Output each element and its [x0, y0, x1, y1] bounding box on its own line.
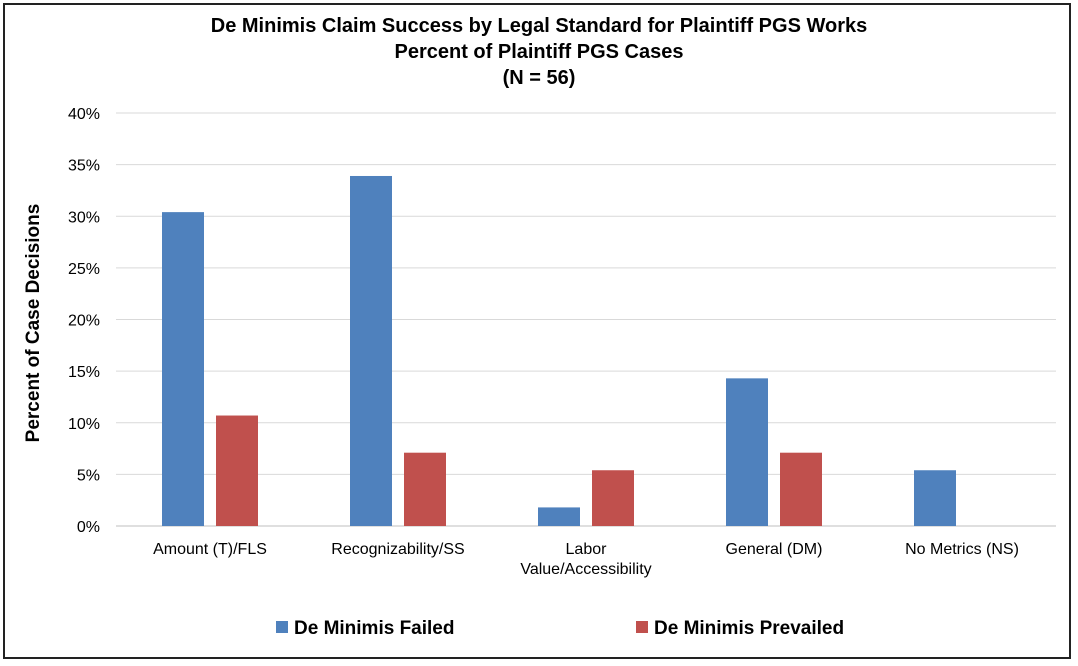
chart-title: De Minimis Claim Success by Legal Standa…	[210, 15, 868, 37]
legend-swatch	[636, 621, 648, 633]
y-tick-label: 10%	[68, 416, 100, 433]
y-tick-label: 30%	[68, 209, 100, 226]
gridlines	[116, 112, 1056, 527]
y-axis-label: Percent of Case Decisions	[23, 204, 44, 443]
x-tick-labels: Amount (T)/FLS Recognizability/SS Labor Val…	[153, 541, 1019, 578]
x-tick-label: No Metrics (NS)	[905, 541, 1019, 558]
legend-swatch	[276, 621, 288, 633]
bars	[162, 175, 956, 527]
bar-failed	[350, 175, 392, 527]
y-tick-label: 5%	[77, 467, 100, 484]
y-tick-label: 40%	[68, 106, 100, 123]
bar-failed	[538, 507, 580, 526]
chart-subtitle: Percent of Plaintiff PGS Cases	[394, 41, 684, 63]
y-tick-label: 0%	[77, 519, 100, 536]
bar-failed	[162, 212, 204, 526]
legend-label: De Minimis Prevailed	[654, 618, 844, 639]
legend-label: De Minimis Failed	[294, 618, 454, 639]
bar-prevailed	[780, 452, 822, 526]
y-tick-label: 15%	[68, 364, 100, 381]
bar-failed	[914, 470, 956, 526]
bar-failed	[726, 378, 768, 526]
y-tick-labels: 0% 5% 10% 15% 20% 25% 30% 35% 40%	[68, 106, 100, 536]
legend: De Minimis Failed De Minimis Prevailed	[276, 618, 844, 639]
bar-prevailed	[592, 470, 634, 526]
x-tick-label: General (DM)	[726, 541, 823, 558]
x-tick-label: Recognizability/SS	[331, 541, 464, 558]
x-tick-label: Value/Accessibility	[520, 561, 651, 578]
y-tick-label: 20%	[68, 313, 100, 330]
x-tick-label: Labor	[566, 541, 608, 558]
y-tick-label: 25%	[68, 261, 100, 278]
chart-subtitle-n: (N = 56)	[502, 67, 576, 89]
bar-prevailed	[216, 415, 258, 526]
bar-prevailed	[404, 452, 446, 526]
y-tick-label: 35%	[68, 158, 100, 175]
x-tick-label: Amount (T)/FLS	[153, 541, 267, 558]
